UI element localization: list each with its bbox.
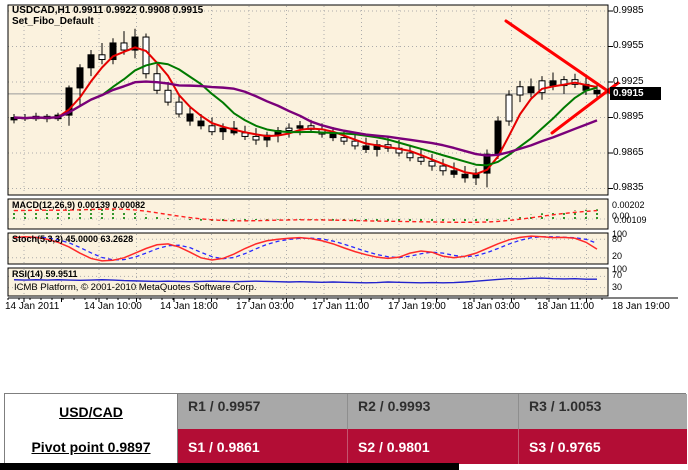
rsi-label: RSI(14) 59.9511 <box>12 269 78 279</box>
time-axis-label: 18 Jan 19:00 <box>612 301 670 312</box>
platform-copyright: ICMB Platform, © 2001-2010 MetaQuotes So… <box>14 282 257 293</box>
macd-axis-label: 0.00202 <box>612 200 645 210</box>
stoch-axis-label: 80 <box>612 234 623 244</box>
time-axis-label: 18 Jan 03:00 <box>462 301 520 312</box>
support-1-cell: S1 / 0.9861 <box>178 429 347 464</box>
macd-axis-label: 0.00 <box>612 211 630 221</box>
time-axis-label: 17 Jan 19:00 <box>388 301 446 312</box>
indicator-name-label: Set_Fibo_Default <box>12 16 94 27</box>
price-axis-label: 0.9985 <box>613 5 644 16</box>
rsi-axis-label: 30 <box>612 282 623 292</box>
pivot-point-label: Pivot point 0.9897 <box>31 438 151 455</box>
pivot-table-symbol-cell: USD/CAD Pivot point 0.9897 <box>5 394 178 464</box>
price-chart-canvas[interactable] <box>0 0 688 320</box>
stoch-axis-label: 20 <box>612 251 623 261</box>
price-axis-label: 0.9865 <box>613 147 644 158</box>
rsi-axis-label: 70 <box>612 270 623 280</box>
support-3-cell: S3 / 0.9765 <box>518 429 687 464</box>
rsi-axis-label: 100 <box>612 264 628 274</box>
time-axis-label: 17 Jan 03:00 <box>236 301 294 312</box>
price-axis-label: 0.9955 <box>613 40 644 51</box>
macd-label: MACD(12,26,9) 0.00139 0.00082 <box>12 200 146 210</box>
time-axis-label: 18 Jan 11:00 <box>537 301 595 312</box>
stoch-axis-label: 100 <box>612 229 628 239</box>
resistance-1-cell: R1 / 0.9957 <box>178 394 347 429</box>
price-axis-label: 0.9925 <box>613 76 644 87</box>
stoch-label: Stoch(5,3,3) 45.0000 63.2628 <box>12 234 134 244</box>
support-2-cell: S2 / 0.9801 <box>347 429 518 464</box>
pivot-table: USD/CAD Pivot point 0.9897 R1 / 0.9957 R… <box>4 393 687 464</box>
price-axis-label: 0.9895 <box>613 111 644 122</box>
price-axis-label: 0.9835 <box>613 182 644 193</box>
time-axis-label: 14 Jan 2011 <box>5 301 60 312</box>
resistance-3-cell: R3 / 1.0053 <box>518 394 687 429</box>
window-edge-bar <box>0 463 459 470</box>
resistance-2-cell: R2 / 0.9993 <box>347 394 518 429</box>
time-axis-label: 17 Jan 11:00 <box>312 301 370 312</box>
chart-title: USDCAD,H1 0.9911 0.9922 0.9908 0.9915 <box>12 5 204 16</box>
time-axis-label: 14 Jan 18:00 <box>160 301 218 312</box>
current-price-tag: 0.9915 <box>610 87 661 100</box>
time-axis-label: 14 Jan 10:00 <box>84 301 142 312</box>
macd-axis-label: 0.00109 <box>614 215 647 225</box>
symbol-label: USD/CAD <box>59 403 123 420</box>
